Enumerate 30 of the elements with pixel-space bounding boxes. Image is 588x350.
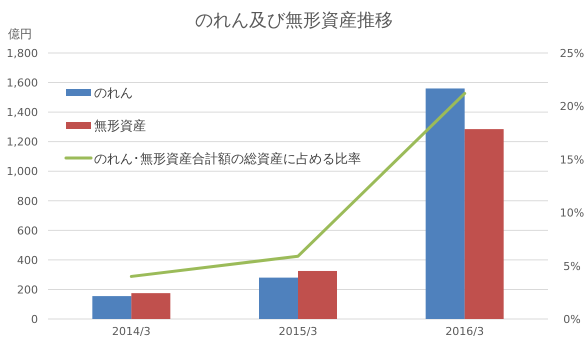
chart-title: のれん及び無形資産推移	[195, 10, 393, 31]
y2-tick-label: 15%	[560, 153, 584, 166]
y-tick-label: 400	[17, 254, 38, 267]
y-tick-label: 1,200	[6, 136, 38, 149]
bar	[131, 293, 170, 319]
y2-tick-label: 5%	[563, 260, 581, 273]
bar	[259, 278, 298, 319]
y2-tick-label: 20%	[560, 100, 584, 114]
y-tick-label: 600	[17, 224, 38, 238]
y2-tick-label: 25%	[560, 47, 584, 60]
y-tick-label: 800	[17, 194, 38, 208]
x-tick-label: 2015/3	[278, 325, 318, 338]
legend-label: 無形資産	[94, 118, 146, 134]
y-tick-label: 200	[17, 283, 38, 296]
bar	[92, 296, 132, 319]
y-tick-label: 0	[31, 313, 38, 326]
bar	[298, 270, 337, 319]
x-tick-label: 2016/3	[445, 325, 484, 338]
y-axis-title: 億円	[8, 27, 32, 41]
bar	[464, 129, 504, 319]
bar	[426, 88, 465, 319]
y2-tick-label: 10%	[560, 206, 584, 220]
y-tick-label: 1,800	[6, 47, 38, 60]
y-tick-label: 1,000	[6, 165, 38, 178]
y-tick-label: 1,400	[6, 106, 38, 120]
y-tick-label: 1,600	[6, 76, 38, 90]
y2-tick-label: 0%	[563, 313, 581, 326]
legend-label: のれん	[94, 86, 133, 101]
x-tick-label: 2014/3	[112, 325, 151, 338]
legend-label: のれん･無形資産合計額の総資産に占める比率	[94, 151, 361, 167]
